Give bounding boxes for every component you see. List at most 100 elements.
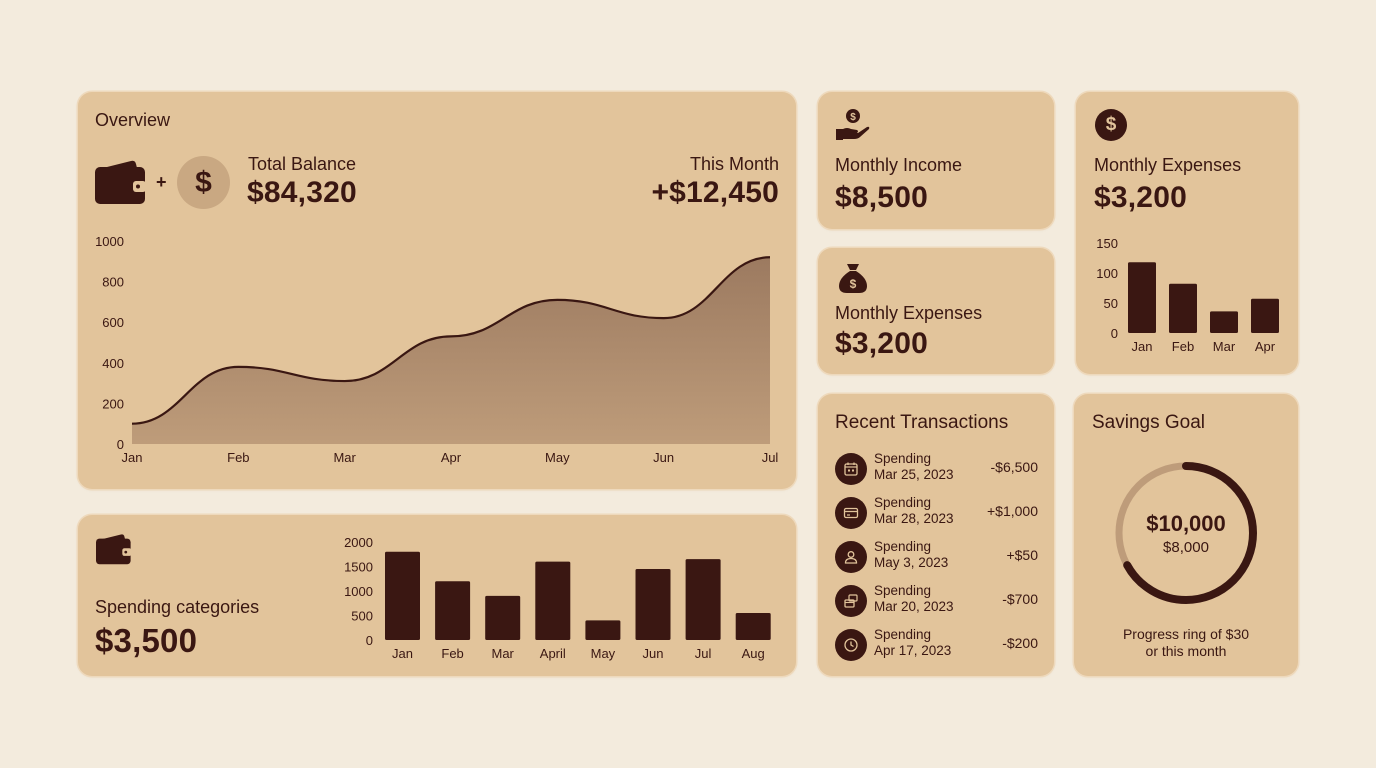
recent-transactions-card: Recent Transactions Spending Mar 25, 202… xyxy=(818,394,1054,676)
credit-card-icon xyxy=(835,497,867,529)
overview-title: Overview xyxy=(95,110,171,130)
svg-text:Jul: Jul xyxy=(762,450,779,465)
transaction-amount: -$6,500 xyxy=(990,459,1038,475)
svg-text:Jul: Jul xyxy=(695,646,712,661)
bar xyxy=(635,568,671,640)
bar xyxy=(585,620,621,640)
hand-coin-icon: $ xyxy=(835,108,871,140)
svg-text:April: April xyxy=(540,646,566,661)
savings-progress-ring xyxy=(1115,462,1257,604)
bar xyxy=(435,581,471,640)
cards-exchange-icon xyxy=(835,585,867,617)
svg-text:150: 150 xyxy=(1096,236,1118,251)
transaction-date: May 3, 2023 xyxy=(874,555,949,570)
transaction-name: Spending xyxy=(874,451,932,466)
spending-categories-value: $3,500 xyxy=(95,622,198,659)
transaction-name: Spending xyxy=(874,495,932,510)
transaction-date: Apr 17, 2023 xyxy=(874,643,952,658)
savings-caption-line2: or this month xyxy=(1145,643,1227,659)
plus-sign: + xyxy=(156,172,167,192)
bar xyxy=(1210,311,1238,333)
monthly-expenses-label: Monthly Expenses xyxy=(835,303,983,323)
dollar-coin-icon: $ xyxy=(177,156,230,209)
balance-area-chart: 0 200 400 600 800 1000 Jan Feb Mar Apr May Jun Jul xyxy=(95,234,779,465)
svg-text:0: 0 xyxy=(366,633,373,648)
this-month-label: This Month xyxy=(689,154,779,174)
svg-text:1000: 1000 xyxy=(95,234,124,249)
user-icon xyxy=(835,541,867,573)
transaction-name: Spending xyxy=(874,539,932,554)
transaction-row[interactable]: Spending Mar 28, 2023 +$1,000 xyxy=(835,495,1038,531)
transaction-amount: +$50 xyxy=(1006,547,1038,563)
transaction-name: Spending xyxy=(874,627,932,642)
svg-text:200: 200 xyxy=(102,396,124,411)
bar xyxy=(385,551,420,640)
total-balance-value: $84,320 xyxy=(247,176,357,209)
this-month-value: +$12,450 xyxy=(651,176,779,209)
savings-goal-amount: $10,000 xyxy=(1146,511,1226,536)
svg-text:50: 50 xyxy=(1104,296,1118,311)
overview-card: Overview + $ Total Balance $84,320 This … xyxy=(78,92,796,489)
monthly-expenses-value: $3,200 xyxy=(835,327,928,360)
savings-caption-line1: Progress ring of $30 xyxy=(1122,626,1250,642)
savings-goal-card: Savings Goal $10,000 $8,000 Progress rin… xyxy=(1074,394,1298,676)
svg-text:$: $ xyxy=(850,277,857,291)
svg-text:0: 0 xyxy=(117,437,124,452)
svg-text:Feb: Feb xyxy=(441,646,463,661)
svg-text:May: May xyxy=(545,450,570,465)
bar xyxy=(685,559,721,640)
transaction-row[interactable]: Spending Apr 17, 2023 -$200 xyxy=(835,627,1038,663)
monthly-income-card[interactable]: $ Monthly Income $8,500 xyxy=(818,92,1054,229)
spending-categories-label: Spending categories xyxy=(95,597,260,617)
clock-icon xyxy=(835,629,867,661)
svg-text:Apr: Apr xyxy=(1255,339,1276,354)
bar xyxy=(485,595,521,640)
svg-text:100: 100 xyxy=(1096,266,1118,281)
spending-categories-card[interactable]: Spending categories $3,500 0 500 1000 1500 2… xyxy=(78,515,796,676)
svg-text:Mar: Mar xyxy=(1213,339,1236,354)
money-bag-icon: $ xyxy=(837,262,869,294)
svg-text:May: May xyxy=(591,646,616,661)
monthly-expenses-chart-card[interactable]: $ Monthly Expenses $3,200 0 50 100 150 Jan Fe… xyxy=(1076,92,1298,374)
svg-text:Aug: Aug xyxy=(742,646,765,661)
recent-transactions-title: Recent Transactions xyxy=(835,412,1009,433)
svg-text:Apr: Apr xyxy=(441,450,462,465)
total-balance-label: Total Balance xyxy=(248,154,357,174)
calendar-icon xyxy=(835,453,867,485)
monthly-expenses-card[interactable]: $ Monthly Expenses $3,200 xyxy=(818,248,1054,374)
svg-text:0: 0 xyxy=(1111,326,1118,341)
monthly-income-value: $8,500 xyxy=(835,181,928,214)
transaction-name: Spending xyxy=(874,583,932,598)
svg-text:Jan: Jan xyxy=(392,646,413,661)
transaction-date: Mar 28, 2023 xyxy=(874,511,954,526)
monthly-expenses-bar-chart: 0 50 100 150 Jan Feb Mar Apr xyxy=(1096,236,1279,354)
bar xyxy=(1251,298,1279,333)
svg-text:Jan: Jan xyxy=(1132,339,1153,354)
transaction-row[interactable]: Spending Mar 25, 2023 -$6,500 xyxy=(835,451,1038,487)
transaction-amount: -$700 xyxy=(1002,591,1038,607)
svg-text:1500: 1500 xyxy=(344,560,373,575)
svg-text:Jun: Jun xyxy=(653,450,674,465)
bar xyxy=(535,561,571,640)
svg-text:Feb: Feb xyxy=(1172,339,1194,354)
savings-goal-title: Savings Goal xyxy=(1092,412,1206,433)
transaction-row[interactable]: Spending Mar 20, 2023 -$700 xyxy=(835,583,1038,619)
transaction-amount: +$1,000 xyxy=(987,503,1038,519)
transaction-date: Mar 25, 2023 xyxy=(874,467,954,482)
svg-text:Mar: Mar xyxy=(333,450,356,465)
transaction-amount: -$200 xyxy=(1002,635,1038,651)
transaction-row[interactable]: Spending May 3, 2023 +$50 xyxy=(835,539,1038,575)
bar xyxy=(1169,283,1197,333)
svg-text:Jan: Jan xyxy=(122,450,143,465)
monthly-expenses-chart-label: Monthly Expenses xyxy=(1094,155,1242,175)
monthly-income-label: Monthly Income xyxy=(835,155,963,175)
wallet-icon xyxy=(95,159,147,205)
svg-text:500: 500 xyxy=(351,609,373,624)
bar xyxy=(1128,262,1156,333)
svg-text:$: $ xyxy=(850,112,856,123)
svg-text:2000: 2000 xyxy=(344,535,373,550)
wallet-icon xyxy=(96,533,132,565)
svg-text:Feb: Feb xyxy=(227,450,249,465)
svg-text:400: 400 xyxy=(102,356,124,371)
svg-text:Jun: Jun xyxy=(643,646,664,661)
